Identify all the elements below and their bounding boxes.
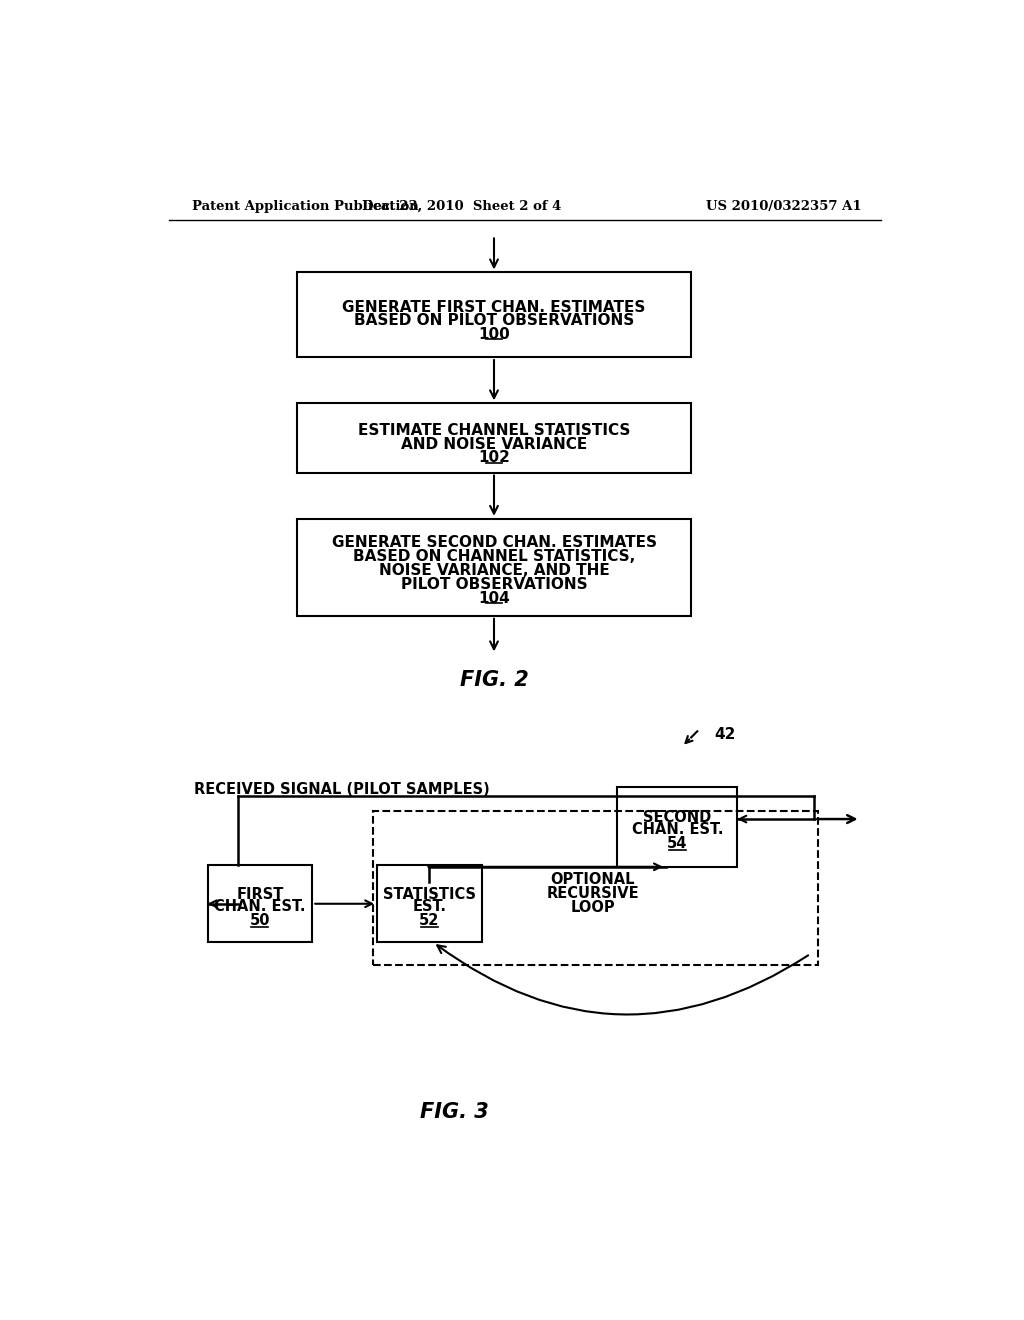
Bar (297, 519, 691, 615)
Bar (373, 812, 818, 965)
Text: CHAN. EST.: CHAN. EST. (214, 899, 306, 915)
Text: FIRST: FIRST (237, 887, 284, 902)
Text: PILOT OBSERVATIONS: PILOT OBSERVATIONS (400, 577, 588, 591)
Text: 52: 52 (419, 913, 439, 928)
Text: 102: 102 (478, 450, 510, 466)
Bar (208, 866, 312, 942)
Text: 42: 42 (714, 727, 735, 742)
Text: LOOP: LOOP (570, 900, 614, 915)
Text: GENERATE SECOND CHAN. ESTIMATES: GENERATE SECOND CHAN. ESTIMATES (332, 535, 656, 550)
Text: FIG. 3: FIG. 3 (420, 1102, 488, 1122)
Text: Dec. 23, 2010  Sheet 2 of 4: Dec. 23, 2010 Sheet 2 of 4 (361, 199, 561, 213)
Bar (617, 787, 737, 867)
Bar (297, 272, 691, 358)
Text: BASED ON PILOT OBSERVATIONS: BASED ON PILOT OBSERVATIONS (354, 313, 634, 329)
Text: RECURSIVE: RECURSIVE (546, 886, 639, 902)
Text: 104: 104 (478, 590, 510, 606)
Text: ESTIMATE CHANNEL STATISTICS: ESTIMATE CHANNEL STATISTICS (357, 422, 630, 438)
Text: GENERATE FIRST CHAN. ESTIMATES: GENERATE FIRST CHAN. ESTIMATES (342, 300, 646, 314)
Bar (297, 404, 691, 473)
Text: AND NOISE VARIANCE: AND NOISE VARIANCE (400, 437, 587, 451)
Bar (377, 866, 481, 942)
Text: FIG. 2: FIG. 2 (460, 671, 528, 690)
Text: RECEIVED SIGNAL (PILOT SAMPLES): RECEIVED SIGNAL (PILOT SAMPLES) (194, 783, 489, 797)
Text: EST.: EST. (413, 899, 446, 915)
Text: BASED ON CHANNEL STATISTICS,: BASED ON CHANNEL STATISTICS, (353, 549, 635, 564)
Text: NOISE VARIANCE, AND THE: NOISE VARIANCE, AND THE (379, 562, 609, 578)
Text: 54: 54 (667, 836, 687, 851)
Text: 100: 100 (478, 327, 510, 342)
Text: CHAN. EST.: CHAN. EST. (632, 822, 723, 837)
Text: SECOND: SECOND (643, 810, 712, 825)
Text: Patent Application Publication: Patent Application Publication (193, 199, 419, 213)
Text: OPTIONAL: OPTIONAL (550, 873, 635, 887)
Text: US 2010/0322357 A1: US 2010/0322357 A1 (707, 199, 862, 213)
Text: STATISTICS: STATISTICS (383, 887, 476, 902)
Text: 50: 50 (250, 913, 270, 928)
